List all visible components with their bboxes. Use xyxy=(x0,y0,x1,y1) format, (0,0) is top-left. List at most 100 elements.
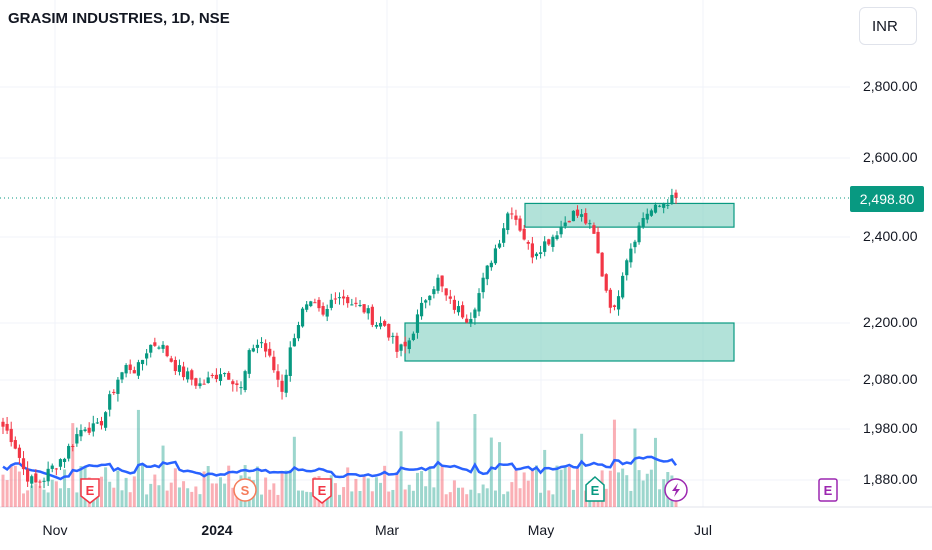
candle-body xyxy=(346,296,350,304)
candle-body xyxy=(604,274,608,291)
volume-bar xyxy=(580,433,584,507)
volume-bar xyxy=(63,469,67,507)
candle-body xyxy=(239,387,243,389)
candle-body xyxy=(497,243,502,248)
volume-bar xyxy=(407,484,411,507)
y-tick-label: 2,800.00 xyxy=(863,78,918,94)
candle-body xyxy=(403,341,407,347)
earnings-icon xyxy=(80,478,100,504)
candle-body xyxy=(231,381,235,385)
candle-body xyxy=(321,306,325,315)
candle-body xyxy=(563,222,567,227)
volume-ma-line xyxy=(2,455,678,481)
candle-body xyxy=(469,319,473,324)
volume-bar xyxy=(379,482,383,507)
currency-selector[interactable]: INR xyxy=(859,7,917,45)
volume-bar xyxy=(522,472,526,507)
volume-bar xyxy=(34,483,38,507)
volume-bar xyxy=(387,491,391,507)
candle-body xyxy=(526,241,530,244)
volume-bar xyxy=(169,482,173,507)
candle-body xyxy=(337,297,342,299)
volume-bar xyxy=(641,480,645,507)
candle-body xyxy=(629,248,633,263)
candle-body xyxy=(444,288,448,296)
volume-bar xyxy=(481,484,485,507)
candle-body xyxy=(612,305,617,307)
volume-bar xyxy=(555,465,559,507)
volume-bar xyxy=(391,489,395,507)
candle-body xyxy=(621,275,625,298)
event-label: E xyxy=(318,483,327,498)
volume-bar xyxy=(457,487,461,507)
candle-body xyxy=(608,289,612,308)
candle-body xyxy=(354,302,358,304)
candle-body xyxy=(169,358,173,362)
volume-bar xyxy=(75,492,79,507)
price-zones xyxy=(404,202,735,362)
volume-bar xyxy=(625,475,629,507)
volume-bar xyxy=(432,487,436,507)
candle-body xyxy=(300,308,305,327)
candle-body xyxy=(54,468,58,470)
candle-body xyxy=(461,305,465,318)
price-zone-support xyxy=(404,322,735,362)
candle-body xyxy=(366,308,370,314)
candle-body xyxy=(378,322,383,327)
candle-body xyxy=(592,225,596,234)
volume-bar xyxy=(559,469,563,507)
candle-body xyxy=(136,362,141,376)
candle-body xyxy=(502,228,506,243)
volume-bar xyxy=(383,465,387,507)
candle-body xyxy=(407,340,411,350)
volume-bar xyxy=(506,491,510,507)
candle-body xyxy=(571,210,576,222)
volume-bar xyxy=(124,477,128,507)
volume-bar xyxy=(17,471,21,507)
candle-body xyxy=(358,305,362,307)
volume-bar xyxy=(276,494,280,507)
volume-bar xyxy=(637,470,641,507)
last-price-tag: 2,498.80 xyxy=(850,186,924,212)
volume-bar xyxy=(260,494,264,507)
volume-bar xyxy=(612,419,616,507)
candle-body xyxy=(9,428,13,443)
volume-bar xyxy=(551,494,555,507)
volume-bar xyxy=(288,469,292,507)
volume-bar xyxy=(658,489,662,507)
volume-bar xyxy=(342,487,346,507)
lightning-bolt xyxy=(672,483,680,497)
volume-bar xyxy=(264,477,268,507)
volume-bar xyxy=(161,445,165,507)
volume-bar xyxy=(128,492,132,507)
volume-bar xyxy=(604,488,608,507)
candle-body xyxy=(387,323,391,338)
volume-bar xyxy=(38,485,42,507)
candle-body xyxy=(161,344,165,349)
candle-body xyxy=(424,300,428,303)
candle-body xyxy=(79,430,83,437)
volume-bar xyxy=(71,423,75,507)
candle-body xyxy=(555,235,559,240)
candle-body xyxy=(83,429,87,431)
candle-body xyxy=(58,459,63,467)
y-tick-label: 1,880.00 xyxy=(863,471,918,487)
volume-bar xyxy=(173,468,177,507)
candle-body xyxy=(436,277,440,291)
candle-body xyxy=(42,480,46,482)
volume-bar xyxy=(645,473,649,507)
split-icon xyxy=(233,478,257,502)
volume-bar xyxy=(514,470,518,507)
candle-body xyxy=(448,296,452,299)
volume-bar xyxy=(202,471,206,507)
volume-bar xyxy=(1,474,5,507)
candle-body xyxy=(625,260,629,276)
candle-body xyxy=(259,342,264,344)
candle-body xyxy=(128,364,132,371)
candle-body xyxy=(132,370,136,374)
volume-bar xyxy=(255,466,259,507)
candle-body xyxy=(600,252,604,277)
candle-body xyxy=(112,391,116,394)
